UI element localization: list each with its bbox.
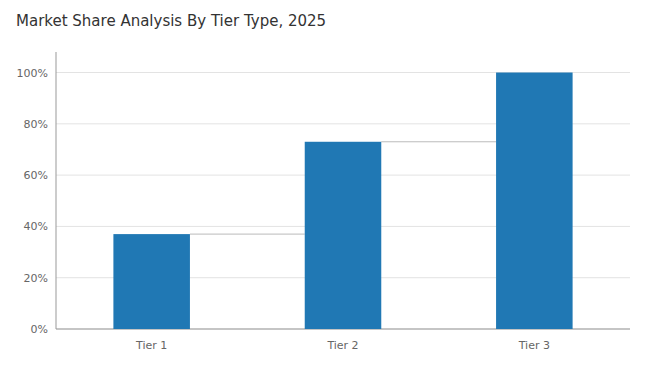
chart-svg: Market Share Analysis By Tier Type, 2025…: [0, 0, 650, 365]
x-tick-label: Tier 1: [135, 339, 167, 352]
x-tick-label: Tier 2: [326, 339, 358, 352]
x-tick-label: Tier 3: [518, 339, 550, 352]
bar: [305, 142, 382, 329]
y-tick-label: 20%: [24, 272, 48, 285]
connector: [381, 141, 496, 142]
x-axis: Tier 1 Tier 2 Tier 3: [135, 339, 550, 352]
y-tick-label: 80%: [24, 118, 48, 131]
chart-container: Market Share Analysis By Tier Type, 2025…: [0, 0, 650, 365]
y-tick-label: 40%: [24, 220, 48, 233]
title: Market Share Analysis By Tier Type, 2025: [16, 12, 326, 30]
y-tick-label: 0%: [31, 323, 48, 336]
y-tick-label: 100%: [17, 67, 48, 80]
bar: [496, 73, 573, 329]
bar: [113, 234, 190, 329]
y-axis: 0% 20% 40% 60% 80% 100%: [17, 67, 630, 336]
plot-area: [113, 73, 572, 329]
y-axis-line: [56, 52, 57, 329]
y-tick-label: 60%: [24, 169, 48, 182]
connector: [190, 234, 305, 235]
